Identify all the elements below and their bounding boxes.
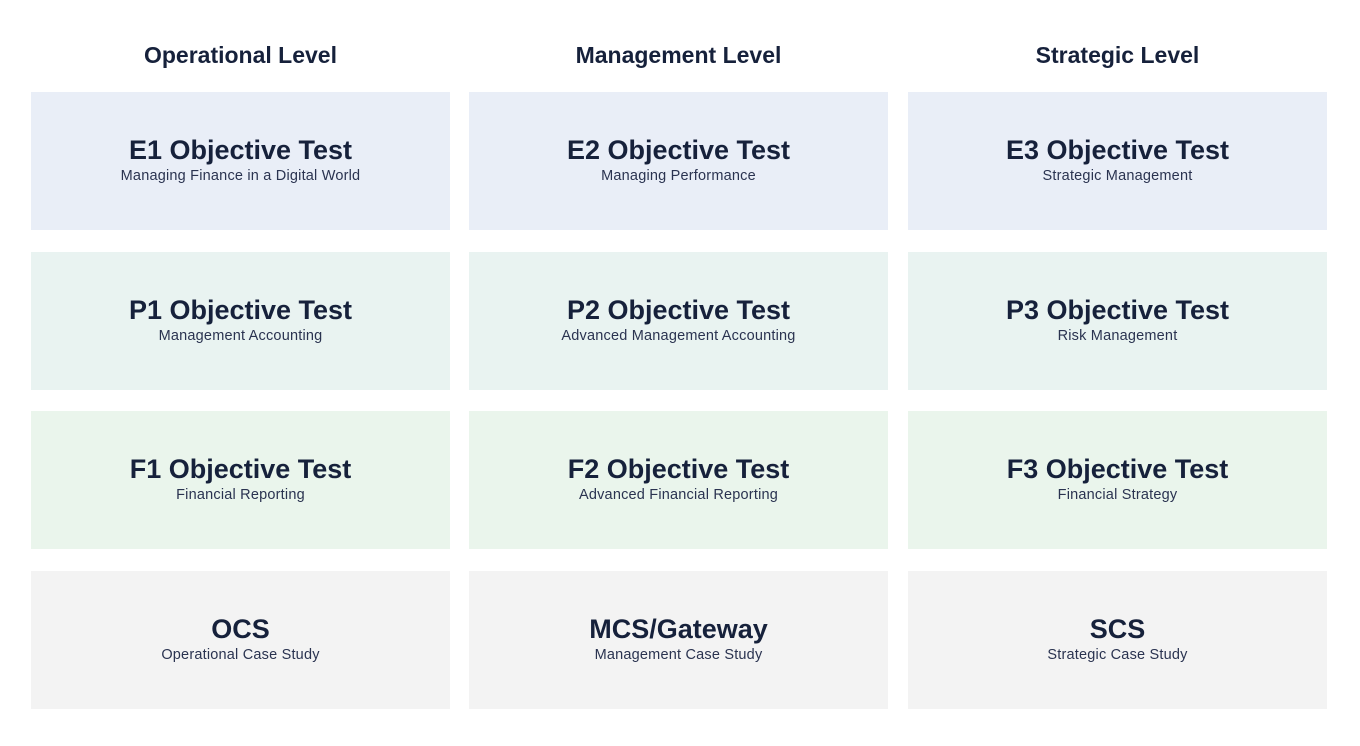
exam-title: OCS — [211, 614, 270, 644]
exam-card[interactable]: F3 Objective Test Financial Strategy — [908, 411, 1327, 549]
exam-card[interactable]: P1 Objective Test Management Accounting — [31, 252, 450, 390]
exam-subtitle: Strategic Case Study — [1047, 647, 1188, 663]
exam-card[interactable]: F1 Objective Test Financial Reporting — [31, 411, 450, 549]
exam-subtitle: Management Accounting — [158, 328, 323, 344]
exam-subtitle: Management Case Study — [594, 647, 763, 663]
exam-title: E1 Objective Test — [128, 135, 353, 165]
exam-card[interactable]: E2 Objective Test Managing Performance — [469, 92, 888, 230]
exam-card[interactable]: OCS Operational Case Study — [31, 571, 450, 709]
exam-title: P3 Objective Test — [1005, 295, 1230, 325]
level-header: Strategic Level — [1035, 42, 1200, 68]
exam-title: F2 Objective Test — [567, 454, 790, 484]
exam-title: SCS — [1089, 614, 1146, 644]
exam-subtitle: Risk Management — [1057, 328, 1178, 344]
exam-subtitle: Financial Reporting — [176, 487, 305, 503]
exam-card[interactable]: P2 Objective Test Advanced Management Ac… — [469, 252, 888, 390]
exam-title: MCS/Gateway — [589, 614, 768, 644]
exam-card[interactable]: MCS/Gateway Management Case Study — [469, 571, 888, 709]
exam-subtitle: Financial Strategy — [1057, 487, 1178, 503]
level-header: Management Level — [575, 42, 782, 68]
exam-card[interactable]: SCS Strategic Case Study — [908, 571, 1327, 709]
exam-title: E2 Objective Test — [566, 135, 791, 165]
level-header: Operational Level — [143, 42, 337, 68]
exam-title: P1 Objective Test — [128, 295, 353, 325]
exam-title: P2 Objective Test — [566, 295, 791, 325]
exam-subtitle: Advanced Financial Reporting — [578, 487, 779, 503]
exam-title: F1 Objective Test — [129, 454, 352, 484]
exam-card[interactable]: F2 Objective Test Advanced Financial Rep… — [469, 411, 888, 549]
exam-subtitle: Strategic Management — [1042, 168, 1193, 184]
exam-title: E3 Objective Test — [1005, 135, 1230, 165]
exam-subtitle: Managing Finance in a Digital World — [120, 168, 361, 184]
exam-subtitle: Managing Performance — [601, 168, 756, 184]
exam-card[interactable]: P3 Objective Test Risk Management — [908, 252, 1327, 390]
exam-title: F3 Objective Test — [1006, 454, 1229, 484]
exam-card[interactable]: E1 Objective Test Managing Finance in a … — [31, 92, 450, 230]
exam-subtitle: Advanced Management Accounting — [561, 328, 796, 344]
exam-card[interactable]: E3 Objective Test Strategic Management — [908, 92, 1327, 230]
exam-subtitle: Operational Case Study — [161, 647, 320, 663]
